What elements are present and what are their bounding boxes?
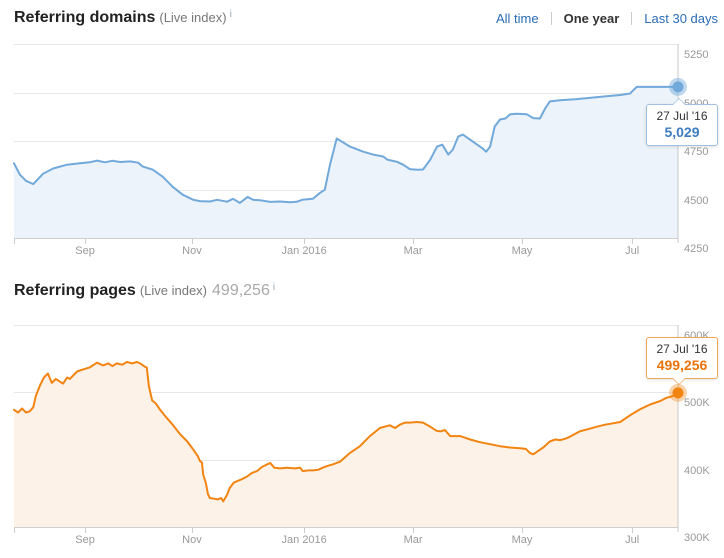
x-axis-label: Jul [625, 245, 640, 257]
x-axis-label: Sep [75, 534, 95, 546]
y-axis-label: 4750 [684, 146, 709, 158]
referring-domains-chart[interactable] [13, 44, 687, 244]
info-icon[interactable]: i [272, 282, 276, 293]
x-axis-label: Jan 2016 [281, 245, 327, 257]
x-axis-label: Sep [75, 245, 95, 257]
x-axis-label: Jul [625, 534, 640, 546]
chart1-title: Referring domains [14, 9, 156, 26]
series-area-fill [14, 362, 678, 527]
tab-separator [631, 11, 633, 25]
chart1-tooltip: 27 Jul '16 5,029 [646, 98, 718, 146]
referring-pages-chart[interactable] [13, 325, 687, 533]
chart2-subtitle: (Live index) [139, 283, 208, 298]
series-area-fill [14, 86, 678, 239]
x-axis-label: Nov [182, 245, 202, 257]
tooltip-value: 499,256 [656, 357, 708, 373]
info-icon[interactable]: i [229, 9, 232, 20]
tooltip-value: 5,029 [664, 124, 700, 140]
chart2-tooltip: 27 Jul '16 499,256 [646, 337, 718, 385]
tab-one-year[interactable]: One year [563, 10, 620, 26]
chart1-title-group: Referring domains (Live index) i [14, 9, 232, 27]
referring-domains-svg [13, 44, 687, 244]
chart2-title: Referring pages [14, 282, 136, 299]
tooltip-date: 27 Jul '16 [656, 342, 708, 356]
date-range-tabs: All time One year Last 30 days [496, 11, 718, 26]
y-axis-label: 4250 [684, 243, 709, 255]
x-axis-label: May [511, 245, 533, 257]
referring-pages-svg [13, 325, 687, 533]
x-axis-label: Nov [182, 534, 202, 546]
x-axis-label: May [511, 534, 533, 546]
chart2-title-group: Referring pages (Live index) 499,256 i [14, 282, 275, 300]
x-axis-label: Jan 2016 [281, 534, 327, 546]
y-axis-label: 400K [684, 464, 710, 477]
y-axis-label: 5250 [684, 49, 709, 61]
tab-separator [550, 11, 552, 25]
referring-pages-chart-section: 300K 400K 500K 600K Sep Nov Jan 2016 Mar May Jul [0, 325, 724, 558]
x-axis-label: Mar [403, 534, 423, 546]
chart2-x-axis-labels: Sep Nov Jan 2016 Mar May Jul [14, 534, 678, 547]
y-axis-label: 300K [684, 532, 710, 544]
x-axis-label: Mar [403, 245, 423, 257]
data-point-marker [672, 387, 684, 399]
referring-domains-header: Referring domains (Live index) i All time O… [14, 5, 718, 31]
y-axis-label: 4500 [684, 194, 709, 207]
chart1-x-axis-labels: Sep Nov Jan 2016 Mar May Jul [14, 245, 678, 258]
tab-last-30-days[interactable]: Last 30 days [644, 10, 718, 26]
chart1-subtitle: (Live index) [159, 10, 227, 25]
referring-pages-header: Referring pages (Live index) 499,256 i [14, 278, 718, 304]
tooltip-date: 27 Jul '16 [656, 109, 708, 123]
y-axis-label: 500K [684, 397, 710, 410]
chart1-y-axis-labels: 42504500475050005250 [684, 44, 724, 279]
series-line [13, 361, 679, 503]
chart2-total-value: 499,256 [212, 282, 270, 299]
tab-all-time[interactable]: All time [496, 10, 539, 26]
data-point-marker [672, 81, 684, 93]
series-line [13, 85, 679, 204]
